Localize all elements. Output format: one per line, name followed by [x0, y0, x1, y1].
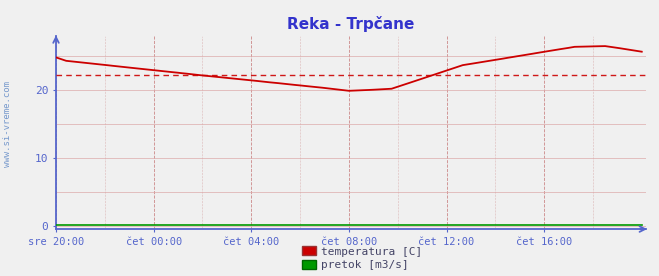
Title: Reka - Trpčane: Reka - Trpčane — [287, 16, 415, 32]
Legend: temperatura [C], pretok [m3/s]: temperatura [C], pretok [m3/s] — [302, 246, 422, 270]
Text: www.si-vreme.com: www.si-vreme.com — [3, 81, 13, 167]
